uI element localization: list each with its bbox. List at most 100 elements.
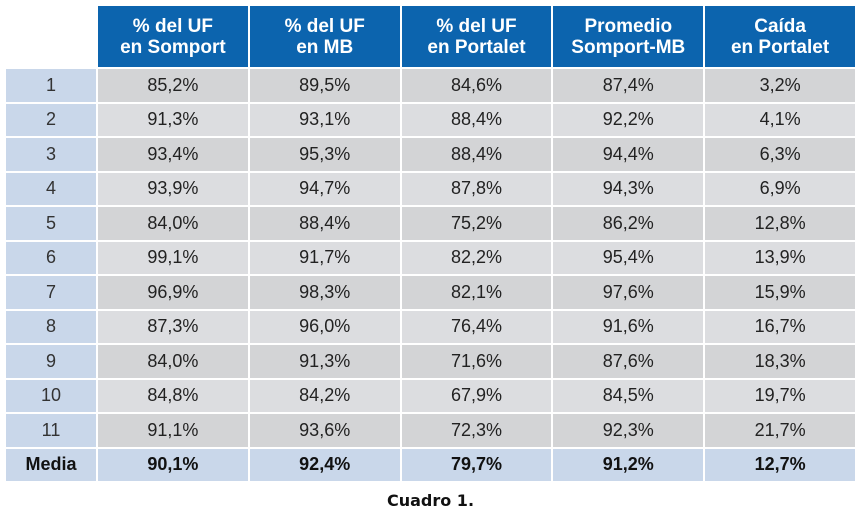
table-row: 9 84,0% 91,3% 71,6% 87,6% 18,3% — [6, 343, 855, 378]
column-header-line2: en Portalet — [730, 36, 830, 58]
table-row: 6 99,1% 91,7% 82,2% 95,4% 13,9% — [6, 239, 855, 274]
summary-row: Media 90,1% 92,4% 79,7% 91,2% 12,7% — [6, 446, 855, 481]
table-cell: 87,3% — [96, 308, 248, 343]
table-cell: 91,3% — [96, 101, 248, 136]
row-label: 6 — [6, 239, 96, 274]
column-header-line1: Caída — [754, 15, 806, 37]
table-cell: 93,9% — [96, 170, 248, 205]
table-cell: 94,4% — [551, 136, 704, 171]
row-label: 2 — [6, 101, 96, 136]
table-cell: 99,1% — [96, 239, 248, 274]
table-cell: 94,3% — [551, 170, 704, 205]
summary-cell: 91,2% — [551, 446, 704, 481]
table-cell: 84,6% — [399, 67, 552, 102]
row-label: 5 — [6, 205, 96, 240]
row-label: 1 — [6, 67, 96, 102]
column-header-line2: Somport-MB — [571, 36, 686, 58]
table-cell: 88,4% — [399, 101, 552, 136]
table-cell: 87,8% — [399, 170, 552, 205]
table-cell: 88,4% — [399, 136, 552, 171]
table-cell: 84,0% — [96, 205, 248, 240]
table-cell: 84,0% — [96, 343, 248, 378]
table-cell: 18,3% — [703, 343, 855, 378]
table-row: 3 93,4% 95,3% 88,4% 94,4% 6,3% — [6, 136, 855, 171]
table-row: 11 91,1% 93,6% 72,3% 92,3% 21,7% — [6, 412, 855, 447]
summary-cell: 12,7% — [703, 446, 855, 481]
table-cell: 82,1% — [399, 274, 552, 309]
table-cell: 21,7% — [703, 412, 855, 447]
column-header-line2: en Somport — [120, 36, 226, 58]
table-cell: 96,9% — [96, 274, 248, 309]
column-header: Promedio Somport-MB — [551, 6, 704, 67]
table-cell: 6,9% — [703, 170, 855, 205]
table-cell: 91,1% — [96, 412, 248, 447]
table-cell: 72,3% — [399, 412, 552, 447]
row-label: 9 — [6, 343, 96, 378]
table-cell: 75,2% — [399, 205, 552, 240]
table-cell: 93,4% — [96, 136, 248, 171]
column-header-line1: % del UF — [284, 15, 365, 37]
table-row: 4 93,9% 94,7% 87,8% 94,3% 6,9% — [6, 170, 855, 205]
table-row: 1 85,2% 89,5% 84,6% 87,4% 3,2% — [6, 67, 855, 102]
table-cell: 76,4% — [399, 308, 552, 343]
column-header-line2: en Portalet — [427, 36, 526, 58]
table-cell: 88,4% — [247, 205, 400, 240]
column-header: % del UF en Portalet — [399, 6, 552, 67]
data-table: % del UF en Somport% del UF en MB% del UF e… — [6, 6, 855, 481]
table-cell: 16,7% — [703, 308, 855, 343]
table-cell: 97,6% — [551, 274, 704, 309]
table-cell: 71,6% — [399, 343, 552, 378]
table-cell: 95,4% — [551, 239, 704, 274]
table-cell: 93,6% — [247, 412, 400, 447]
table-cell: 85,2% — [96, 67, 248, 102]
row-label: 10 — [6, 377, 96, 412]
header-corner — [6, 6, 96, 67]
table-cell: 91,6% — [551, 308, 704, 343]
column-header: % del UF en Somport — [96, 6, 248, 67]
column-header-line1: Promedio — [584, 15, 673, 37]
table-row: 10 84,8% 84,2% 67,9% 84,5% 19,7% — [6, 377, 855, 412]
table-cell: 3,2% — [703, 67, 855, 102]
table-cell: 6,3% — [703, 136, 855, 171]
row-label: 11 — [6, 412, 96, 447]
table-cell: 86,2% — [551, 205, 704, 240]
table-cell: 87,6% — [551, 343, 704, 378]
table-cell: 67,9% — [399, 377, 552, 412]
table-row: 8 87,3% 96,0% 76,4% 91,6% 16,7% — [6, 308, 855, 343]
table-cell: 4,1% — [703, 101, 855, 136]
header-row: % del UF en Somport% del UF en MB% del UF e… — [6, 6, 855, 67]
data-table-container: % del UF en Somport% del UF en MB% del UF e… — [6, 6, 855, 481]
column-header-line1: % del UF — [132, 15, 214, 37]
table-cell: 92,2% — [551, 101, 704, 136]
table-caption: Cuadro 1. — [386, 491, 475, 510]
table-cell: 13,9% — [703, 239, 855, 274]
table-cell: 93,1% — [247, 101, 400, 136]
row-label: 7 — [6, 274, 96, 309]
column-header-line2: en MB — [296, 36, 354, 58]
summary-cell: 79,7% — [399, 446, 552, 481]
summary-label: Media — [6, 446, 96, 481]
table-cell: 12,8% — [703, 205, 855, 240]
column-header: Caída en Portalet — [703, 6, 855, 67]
column-header-line1: % del UF — [436, 15, 517, 37]
table-row: 2 91,3% 93,1% 88,4% 92,2% 4,1% — [6, 101, 855, 136]
table-cell: 89,5% — [247, 67, 400, 102]
table-cell: 96,0% — [247, 308, 400, 343]
table-cell: 91,7% — [247, 239, 400, 274]
column-header: % del UF en MB — [247, 6, 400, 67]
table-cell: 82,2% — [399, 239, 552, 274]
table-row: 7 96,9% 98,3% 82,1% 97,6% 15,9% — [6, 274, 855, 309]
table-cell: 84,5% — [551, 377, 704, 412]
table-cell: 84,2% — [247, 377, 400, 412]
table-cell: 98,3% — [247, 274, 400, 309]
table-body: 1 85,2% 89,5% 84,6% 87,4% 3,2% 2 91,3% 93,1% 88,4… — [6, 67, 855, 481]
table-cell: 87,4% — [551, 67, 704, 102]
table-cell: 94,7% — [247, 170, 400, 205]
row-label: 4 — [6, 170, 96, 205]
summary-cell: 92,4% — [247, 446, 400, 481]
table-cell: 92,3% — [551, 412, 704, 447]
table-cell: 19,7% — [703, 377, 855, 412]
summary-cell: 90,1% — [96, 446, 248, 481]
table-cell: 91,3% — [247, 343, 400, 378]
table-cell: 95,3% — [247, 136, 400, 171]
